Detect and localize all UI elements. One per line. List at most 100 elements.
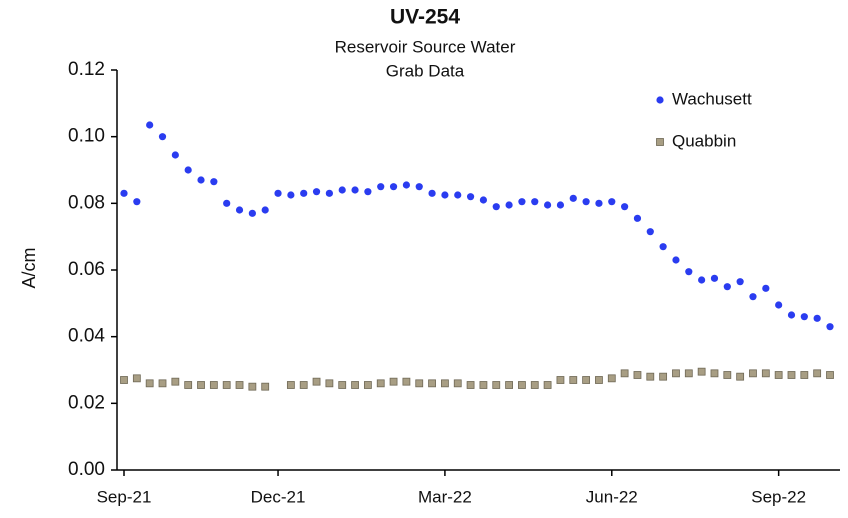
point	[338, 381, 347, 389]
point	[813, 314, 821, 322]
point	[787, 311, 796, 319]
point	[428, 379, 436, 388]
point	[158, 133, 167, 141]
point	[261, 382, 270, 391]
point	[402, 377, 411, 386]
x-tick-label: Sep-21	[97, 487, 152, 506]
point	[171, 151, 179, 159]
point	[209, 381, 218, 389]
y-tick-label: 0.12	[68, 59, 105, 80]
y-tick-label: 0.10	[68, 126, 105, 147]
point	[505, 201, 513, 209]
legend-marker	[656, 138, 664, 146]
point	[621, 203, 629, 211]
point	[133, 198, 141, 206]
point	[813, 369, 822, 378]
point	[248, 209, 256, 217]
point	[312, 377, 321, 386]
point	[646, 372, 655, 381]
point	[171, 377, 180, 386]
point	[761, 369, 770, 378]
legend-label: Quabbin	[672, 131, 736, 150]
point	[492, 381, 501, 389]
x-tick-label: Sep-22	[751, 487, 806, 506]
point	[659, 243, 667, 251]
point	[363, 381, 372, 389]
point	[608, 198, 616, 206]
point	[620, 369, 629, 378]
point	[325, 379, 334, 388]
point	[518, 198, 526, 206]
point	[120, 376, 128, 384]
point	[286, 381, 295, 389]
point	[312, 188, 321, 196]
point	[582, 198, 590, 206]
point	[261, 206, 269, 214]
point	[543, 381, 552, 389]
point	[569, 194, 577, 202]
point	[505, 381, 513, 389]
point	[389, 183, 398, 191]
point	[132, 374, 141, 383]
legend-marker	[656, 96, 664, 104]
x-tick-label: Dec-21	[251, 487, 306, 506]
point	[672, 369, 680, 378]
point	[595, 376, 603, 384]
point	[684, 369, 693, 378]
point	[222, 381, 231, 389]
point	[492, 203, 500, 211]
point	[223, 199, 231, 207]
point	[723, 371, 732, 379]
point	[672, 256, 680, 264]
chart-subtitle: Reservoir Source Water	[335, 37, 516, 56]
point	[466, 193, 475, 201]
y-tick-label: 0.02	[68, 392, 105, 413]
point	[415, 379, 424, 388]
point	[441, 191, 449, 199]
point	[762, 284, 770, 292]
point	[466, 381, 475, 389]
point	[826, 371, 834, 379]
y-tick-label: 0.08	[68, 192, 105, 213]
point	[531, 198, 539, 206]
point	[518, 381, 526, 389]
point	[248, 382, 257, 391]
point	[826, 323, 834, 331]
point	[800, 313, 808, 321]
point	[774, 371, 783, 379]
point	[710, 274, 719, 282]
point	[158, 379, 167, 388]
point	[479, 381, 488, 389]
point	[544, 201, 552, 209]
point	[582, 376, 591, 384]
point	[325, 189, 333, 197]
point	[402, 181, 410, 189]
point	[376, 379, 385, 388]
point	[120, 189, 128, 197]
point	[723, 283, 731, 291]
point	[197, 176, 205, 184]
point	[415, 183, 423, 191]
point	[364, 188, 372, 196]
point	[556, 201, 565, 209]
point	[800, 371, 809, 379]
point	[595, 199, 603, 207]
y-tick-label: 0.06	[68, 259, 105, 280]
point	[749, 369, 757, 378]
point	[749, 293, 757, 301]
point	[389, 377, 398, 386]
point	[697, 367, 706, 376]
point	[235, 381, 244, 389]
y-tick-label: 0.00	[68, 459, 105, 480]
x-tick-label: Mar-22	[418, 487, 472, 506]
point	[530, 381, 539, 389]
y-axis-title: A/cm	[19, 247, 39, 288]
point	[299, 381, 308, 389]
point	[274, 189, 282, 197]
point	[184, 166, 192, 174]
point	[659, 372, 668, 381]
point	[441, 379, 449, 388]
y-tick-label: 0.04	[68, 326, 105, 347]
point	[633, 371, 642, 379]
